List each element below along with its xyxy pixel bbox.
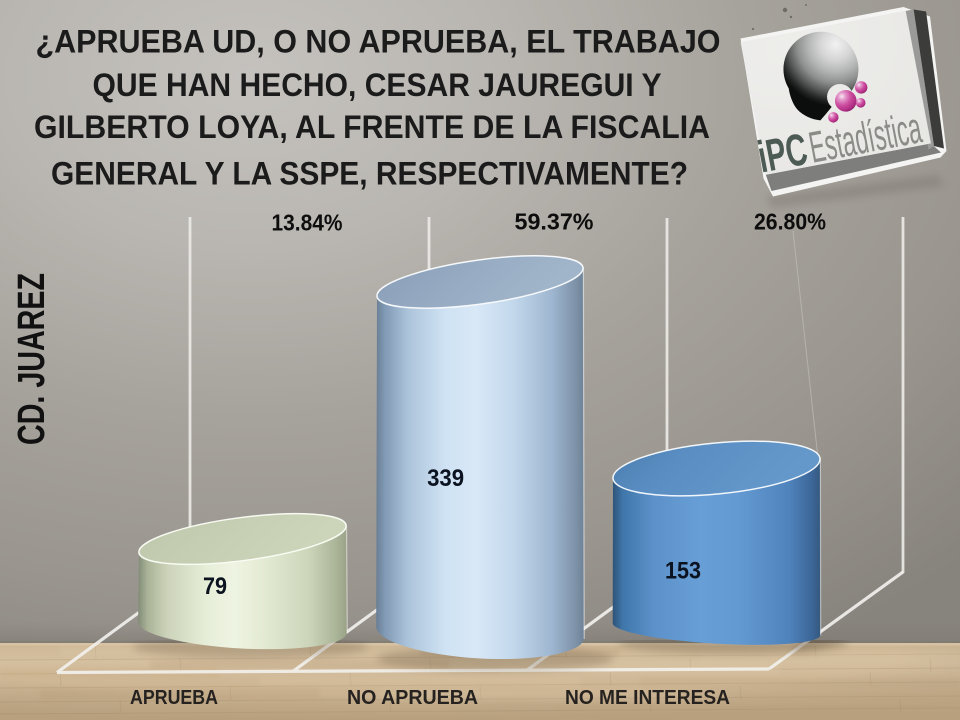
svg-text:GILBERTO LOYA, AL FRENTE DE LA: GILBERTO LOYA, AL FRENTE DE LA FISCALIA [34,108,710,145]
svg-text:QUE HAN HECHO, CESAR JAUREGUI: QUE HAN HECHO, CESAR JAUREGUI Y [93,66,662,103]
svg-text:¿APRUEBA UD, O NO APRUEBA, EL: ¿APRUEBA UD, O NO APRUEBA, EL TRABAJO [36,23,721,60]
svg-text:339: 339 [427,465,464,492]
svg-text:59.37%: 59.37% [515,209,594,235]
svg-text:CD. JUAREZ: CD. JUAREZ [11,273,53,445]
svg-text:153: 153 [665,557,701,584]
svg-text:79: 79 [203,573,227,600]
svg-text:NO ME INTERESA: NO ME INTERESA [565,687,730,709]
svg-text:13.84%: 13.84% [272,209,343,235]
svg-text:26.80%: 26.80% [754,209,826,235]
svg-text:GENERAL Y LA SSPE, RESPECTIVAM: GENERAL Y LA SSPE, RESPECTIVAMENTE? [51,154,688,191]
svg-text:NO APRUEBA: NO APRUEBA [347,687,478,709]
svg-text:iPC: iPC [754,123,812,182]
svg-text:APRUEBA: APRUEBA [130,687,218,709]
